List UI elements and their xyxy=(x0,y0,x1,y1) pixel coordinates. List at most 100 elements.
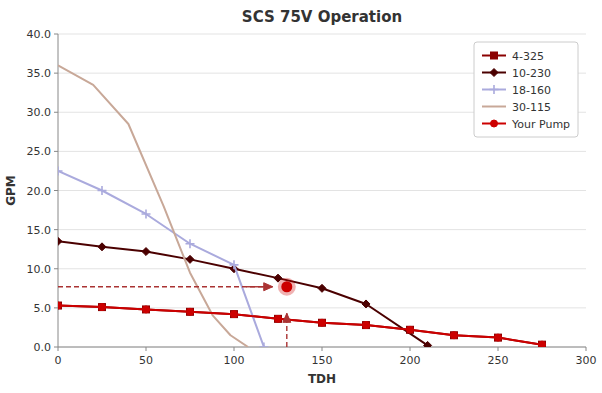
annotation-line xyxy=(58,286,266,287)
point xyxy=(275,315,282,322)
series-line xyxy=(58,306,542,345)
axes: 0.05.010.015.020.025.030.035.040.0050100… xyxy=(27,28,597,367)
point xyxy=(363,322,370,329)
point xyxy=(99,304,106,311)
y-tick xyxy=(54,347,58,348)
point xyxy=(319,319,326,326)
y-tick-label: 40.0 xyxy=(27,28,52,41)
annotation-arrow-head xyxy=(283,313,291,322)
x-tick xyxy=(322,347,323,351)
series-line xyxy=(58,171,264,347)
point xyxy=(539,341,546,347)
annotation xyxy=(278,278,296,296)
legend-label: Your Pump xyxy=(511,118,570,131)
grid xyxy=(58,34,586,347)
series-line xyxy=(58,306,542,345)
series-line xyxy=(58,241,428,345)
point xyxy=(187,308,194,315)
series-line xyxy=(58,65,248,347)
point xyxy=(187,308,194,315)
point xyxy=(142,209,151,218)
y-tick xyxy=(54,268,58,269)
y-tick-label: 10.0 xyxy=(27,263,52,276)
y-tick xyxy=(54,190,58,191)
point xyxy=(186,239,195,248)
x-axis-line xyxy=(58,347,586,348)
y-tick xyxy=(54,112,58,113)
x-tick xyxy=(234,347,235,351)
point xyxy=(142,248,150,256)
grid-line xyxy=(58,347,586,348)
point xyxy=(99,304,106,311)
x-tick xyxy=(586,347,587,351)
y-axis-label: GPM xyxy=(4,175,18,206)
point xyxy=(362,300,370,308)
grid-line xyxy=(58,151,586,152)
y-tick-label: 15.0 xyxy=(27,224,52,237)
grid-line xyxy=(58,268,586,269)
annotation xyxy=(246,283,272,291)
grid-line xyxy=(58,229,586,230)
x-tick xyxy=(146,347,147,351)
legend-label: 18-160 xyxy=(512,84,551,97)
point xyxy=(58,166,63,175)
annotation-point-halo xyxy=(278,278,296,296)
legend-marker xyxy=(490,69,498,77)
point xyxy=(451,332,458,339)
point xyxy=(231,311,238,318)
point xyxy=(407,326,414,333)
point xyxy=(143,306,150,313)
y-tick-label: 35.0 xyxy=(27,67,52,80)
point xyxy=(58,237,62,245)
annotation xyxy=(58,286,266,287)
grid-line xyxy=(58,190,586,191)
series xyxy=(58,166,268,347)
point xyxy=(230,260,239,269)
plot-data xyxy=(58,65,546,347)
point xyxy=(275,315,282,322)
y-tick-label: 30.0 xyxy=(27,106,52,119)
legend: 4-325 10-230 18-160 30-115 Your Pump xyxy=(474,42,578,137)
series xyxy=(58,65,248,347)
legend-marker xyxy=(491,52,498,59)
y-tick xyxy=(54,73,58,74)
y-tick xyxy=(54,307,58,308)
point xyxy=(539,341,546,347)
point xyxy=(451,332,458,339)
annotation-point xyxy=(281,281,292,292)
x-tick-label: 0 xyxy=(55,354,62,367)
x-tick-label: 150 xyxy=(312,354,333,367)
chart: 0.05.010.015.020.025.030.035.040.0050100… xyxy=(0,0,602,393)
y-axis-line xyxy=(58,34,59,347)
legend-label: 4-325 xyxy=(512,50,544,63)
legend-marker xyxy=(491,120,498,127)
legend-marker xyxy=(490,85,499,94)
y-tick xyxy=(54,151,58,152)
legend-frame xyxy=(474,42,578,137)
legend-swatch xyxy=(482,106,506,108)
y-tick-label: 25.0 xyxy=(27,145,52,158)
legend-label: 10-230 xyxy=(512,67,551,80)
x-axis-label: TDH xyxy=(308,372,336,386)
y-tick-label: 20.0 xyxy=(27,185,52,198)
point xyxy=(58,302,62,309)
legend-label: 30-115 xyxy=(512,101,551,114)
y-tick xyxy=(54,34,58,35)
point xyxy=(143,306,150,313)
grid-line xyxy=(58,34,586,35)
x-tick xyxy=(498,347,499,351)
y-tick xyxy=(54,229,58,230)
x-tick xyxy=(58,347,59,351)
point xyxy=(363,322,370,329)
point xyxy=(259,343,268,348)
point xyxy=(407,326,414,333)
y-tick-label: 0.0 xyxy=(34,341,52,354)
x-tick-label: 100 xyxy=(224,354,245,367)
x-tick-label: 250 xyxy=(488,354,509,367)
series xyxy=(58,302,546,347)
point xyxy=(318,284,326,292)
annotation-arrow-head xyxy=(264,283,273,291)
point xyxy=(231,311,238,318)
annotation xyxy=(283,313,291,347)
title: SCS 75V Operation xyxy=(242,8,402,26)
